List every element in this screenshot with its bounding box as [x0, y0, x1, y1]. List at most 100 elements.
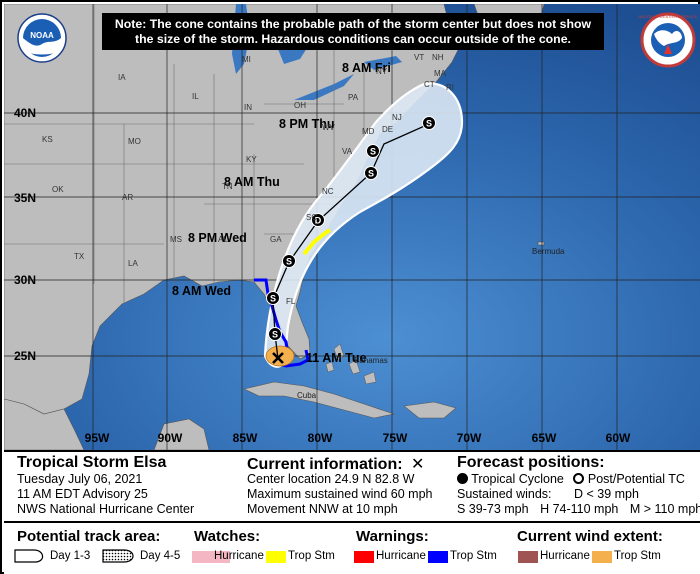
- warnings-title: Warnings:: [356, 528, 429, 545]
- marker-letter: S: [286, 257, 292, 267]
- state-borders: [4, 4, 434, 304]
- lon-label-95w: 95W: [85, 431, 110, 445]
- bahamas-label: Bahamas: [354, 356, 388, 365]
- legend-divider: [4, 521, 700, 523]
- cone-note-line1: Note: The cone contains the probable pat…: [114, 17, 592, 31]
- state-label: TN: [222, 182, 233, 191]
- state-label: AL: [218, 235, 228, 244]
- s-def: S 39-73 mph: [457, 502, 529, 516]
- mexico-land: [4, 398, 85, 450]
- state-label: RI: [446, 83, 454, 92]
- winds-label: Sustained winds:: [457, 487, 552, 501]
- state-label: MI: [242, 55, 251, 64]
- marker-letter: S: [272, 330, 278, 340]
- current-wind: Maximum sustained wind 60 mph: [247, 487, 433, 501]
- lat-label-35n: 35N: [14, 191, 36, 205]
- storm-center: NWS National Hurricane Center: [17, 502, 195, 516]
- potential-title: Potential track area:: [17, 528, 161, 545]
- nws-logo: NATIONAL WEATHER SERVICE: [639, 12, 698, 68]
- label-8am-fri: 8 AM Fri: [342, 61, 391, 75]
- state-label: KY: [246, 155, 257, 164]
- lake-erie: [294, 74, 354, 100]
- label-8pm-wed: 8 PM Wed: [188, 231, 247, 245]
- marker-s-3: [282, 254, 296, 268]
- day45-label: Day 4-5: [140, 550, 181, 562]
- tropical-cyclone-icon: [457, 473, 468, 484]
- bermuda-label: Bermuda: [532, 247, 565, 256]
- state-label: MS: [170, 235, 182, 244]
- day13-label: Day 1-3: [50, 550, 91, 562]
- current-title-text: Current information:: [247, 456, 403, 473]
- ts-wind-label: Trop Stm: [614, 550, 661, 562]
- state-label: IN: [244, 103, 252, 112]
- lon-label-85w: 85W: [233, 431, 258, 445]
- forecast-cone: [263, 82, 464, 368]
- current-location: Center location 24.9 N 82.8 W: [247, 472, 415, 486]
- noaa-logo: NOAA: [17, 13, 67, 63]
- ts-wind-swatch: [592, 551, 612, 563]
- storm-date: Tuesday July 06, 2021: [17, 472, 143, 486]
- marker-letter: S: [426, 119, 432, 129]
- day45-icon: [102, 549, 134, 563]
- cone-note-line2: the size of the storm. Hazardous conditi…: [135, 32, 571, 46]
- forecast-markers: S S S D S S S: [266, 116, 436, 341]
- cone-note: Note: The cone contains the probable pat…: [102, 13, 604, 50]
- windext-title: Current wind extent:: [517, 528, 663, 545]
- hurricane-warning-swatch: [354, 551, 374, 563]
- state-label: NC: [322, 187, 334, 196]
- state-label: OH: [294, 101, 306, 110]
- hurricane-watch-swatch: [192, 551, 230, 563]
- state-label: CT: [424, 80, 435, 89]
- state-label: KS: [42, 135, 53, 144]
- marker-s-2: [266, 291, 280, 305]
- map-canvas: S S S D S S S 8 AM Fri 8 PM Thu 8 AM Thu…: [4, 4, 700, 450]
- storm-name: Tropical Storm Elsa: [17, 454, 167, 471]
- marker-letter: D: [315, 216, 322, 226]
- marker-s-7: [422, 116, 436, 130]
- hispaniola-land: [403, 401, 457, 419]
- nws-logo-text: NATIONAL WEATHER SERVICE: [639, 14, 698, 19]
- state-label: AR: [122, 193, 133, 202]
- state-label: WV: [322, 123, 336, 132]
- label-8pm-thu: 8 PM Thu: [279, 117, 335, 131]
- current-title: Current information: ✕: [247, 454, 424, 474]
- state-label: NJ: [392, 113, 402, 122]
- state-label: DE: [382, 125, 393, 134]
- lon-label-60w: 60W: [606, 431, 631, 445]
- marker-s-5: [364, 166, 378, 180]
- marker-letter: S: [270, 294, 276, 304]
- marker-d-4: [311, 213, 325, 227]
- state-label: VA: [342, 147, 353, 156]
- state-label: MO: [128, 137, 141, 146]
- lon-label-65w: 65W: [532, 431, 557, 445]
- hurricane-warning-label: Hurricane: [376, 550, 426, 562]
- lat-label-40n: 40N: [14, 106, 36, 120]
- storm-advisory: 11 AM EDT Advisory 25: [17, 487, 148, 501]
- tropical-cyclone-label: Tropical Cyclone: [471, 472, 564, 486]
- m-def: M > 110 mph: [629, 502, 700, 516]
- intensity-row: S 39-73 mph H 74-110 mph M > 110 mph: [457, 502, 700, 516]
- ts-watch-swatch: [266, 551, 286, 563]
- state-label: MD: [362, 127, 375, 136]
- current-position-marker: [272, 352, 284, 364]
- state-label: PA: [348, 93, 359, 102]
- state-label: LA: [128, 259, 138, 268]
- lon-label-70w: 70W: [457, 431, 482, 445]
- ts-watch-coast: [302, 228, 332, 256]
- state-label: VT: [414, 53, 424, 62]
- yucatan-land: [153, 418, 210, 450]
- state-label: FL: [286, 297, 296, 306]
- forecast-title: Forecast positions:: [457, 454, 605, 471]
- hurricane-watch-label: Hurricane: [214, 550, 264, 562]
- lon-label-80w: 80W: [308, 431, 333, 445]
- label-8am-wed: 8 AM Wed: [172, 284, 231, 298]
- d-def: D < 39 mph: [574, 487, 639, 501]
- cuba-label: Cuba: [297, 391, 317, 400]
- lon-label-90w: 90W: [158, 431, 183, 445]
- h-def: H 74-110 mph: [540, 502, 619, 516]
- bermuda-island: [537, 241, 545, 246]
- graticule: [4, 4, 700, 450]
- marker-letter: S: [370, 147, 376, 157]
- lon-label-75w: 75W: [383, 431, 408, 445]
